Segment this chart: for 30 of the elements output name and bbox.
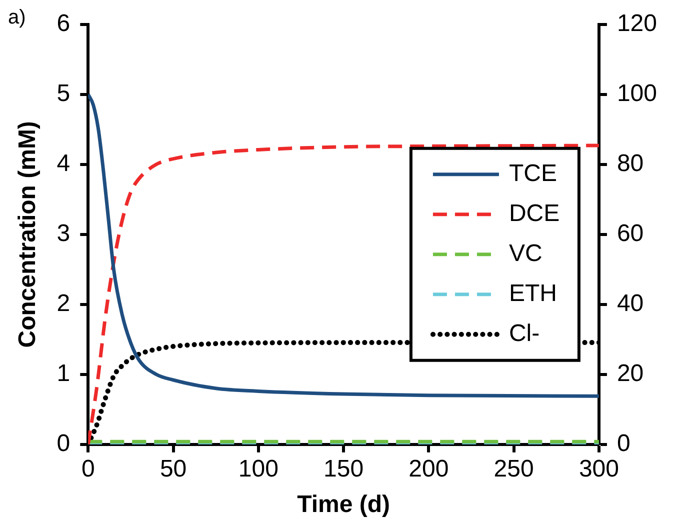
y2-tick-label: 40: [616, 290, 644, 318]
legend-label: VC: [508, 240, 542, 268]
x-tick-label: 100: [238, 455, 278, 482]
x-tick-label: 150: [324, 455, 364, 482]
y-tick-label: 4: [56, 150, 70, 178]
y-tick-label: 2: [56, 290, 70, 318]
y-tick-label: 6: [56, 10, 70, 38]
y2-tick-label: 100: [616, 80, 658, 108]
x-tick-label: 250: [494, 455, 534, 482]
y2-tick-label: 0: [616, 430, 630, 458]
y2-tick-label: 20: [616, 360, 644, 388]
y-axis-title: Concentration (mM): [14, 121, 42, 348]
line-series: [88, 92, 599, 398]
y-tick-label: 5: [56, 80, 70, 108]
y2-tick-label: 60: [616, 220, 644, 248]
x-tick-label: 50: [160, 455, 187, 482]
y2-tick-label: 80: [616, 150, 644, 178]
x-tick-label: 300: [578, 455, 619, 482]
legend-label: DCE: [508, 200, 560, 228]
legend-label: TCE: [508, 160, 557, 188]
x-tick-label: 0: [81, 455, 95, 482]
legend-label: Cl-: [508, 320, 540, 348]
y-tick-label: 3: [56, 220, 70, 248]
legend-label: ETH: [508, 280, 557, 308]
x-tick-label: 200: [408, 455, 449, 482]
y-tick-label: 0: [56, 430, 70, 458]
y-tick-label: 1: [56, 360, 70, 388]
x-axis-title: Time (d): [297, 491, 390, 518]
text: a): [8, 6, 26, 29]
y2-tick-label: 120: [616, 10, 658, 38]
